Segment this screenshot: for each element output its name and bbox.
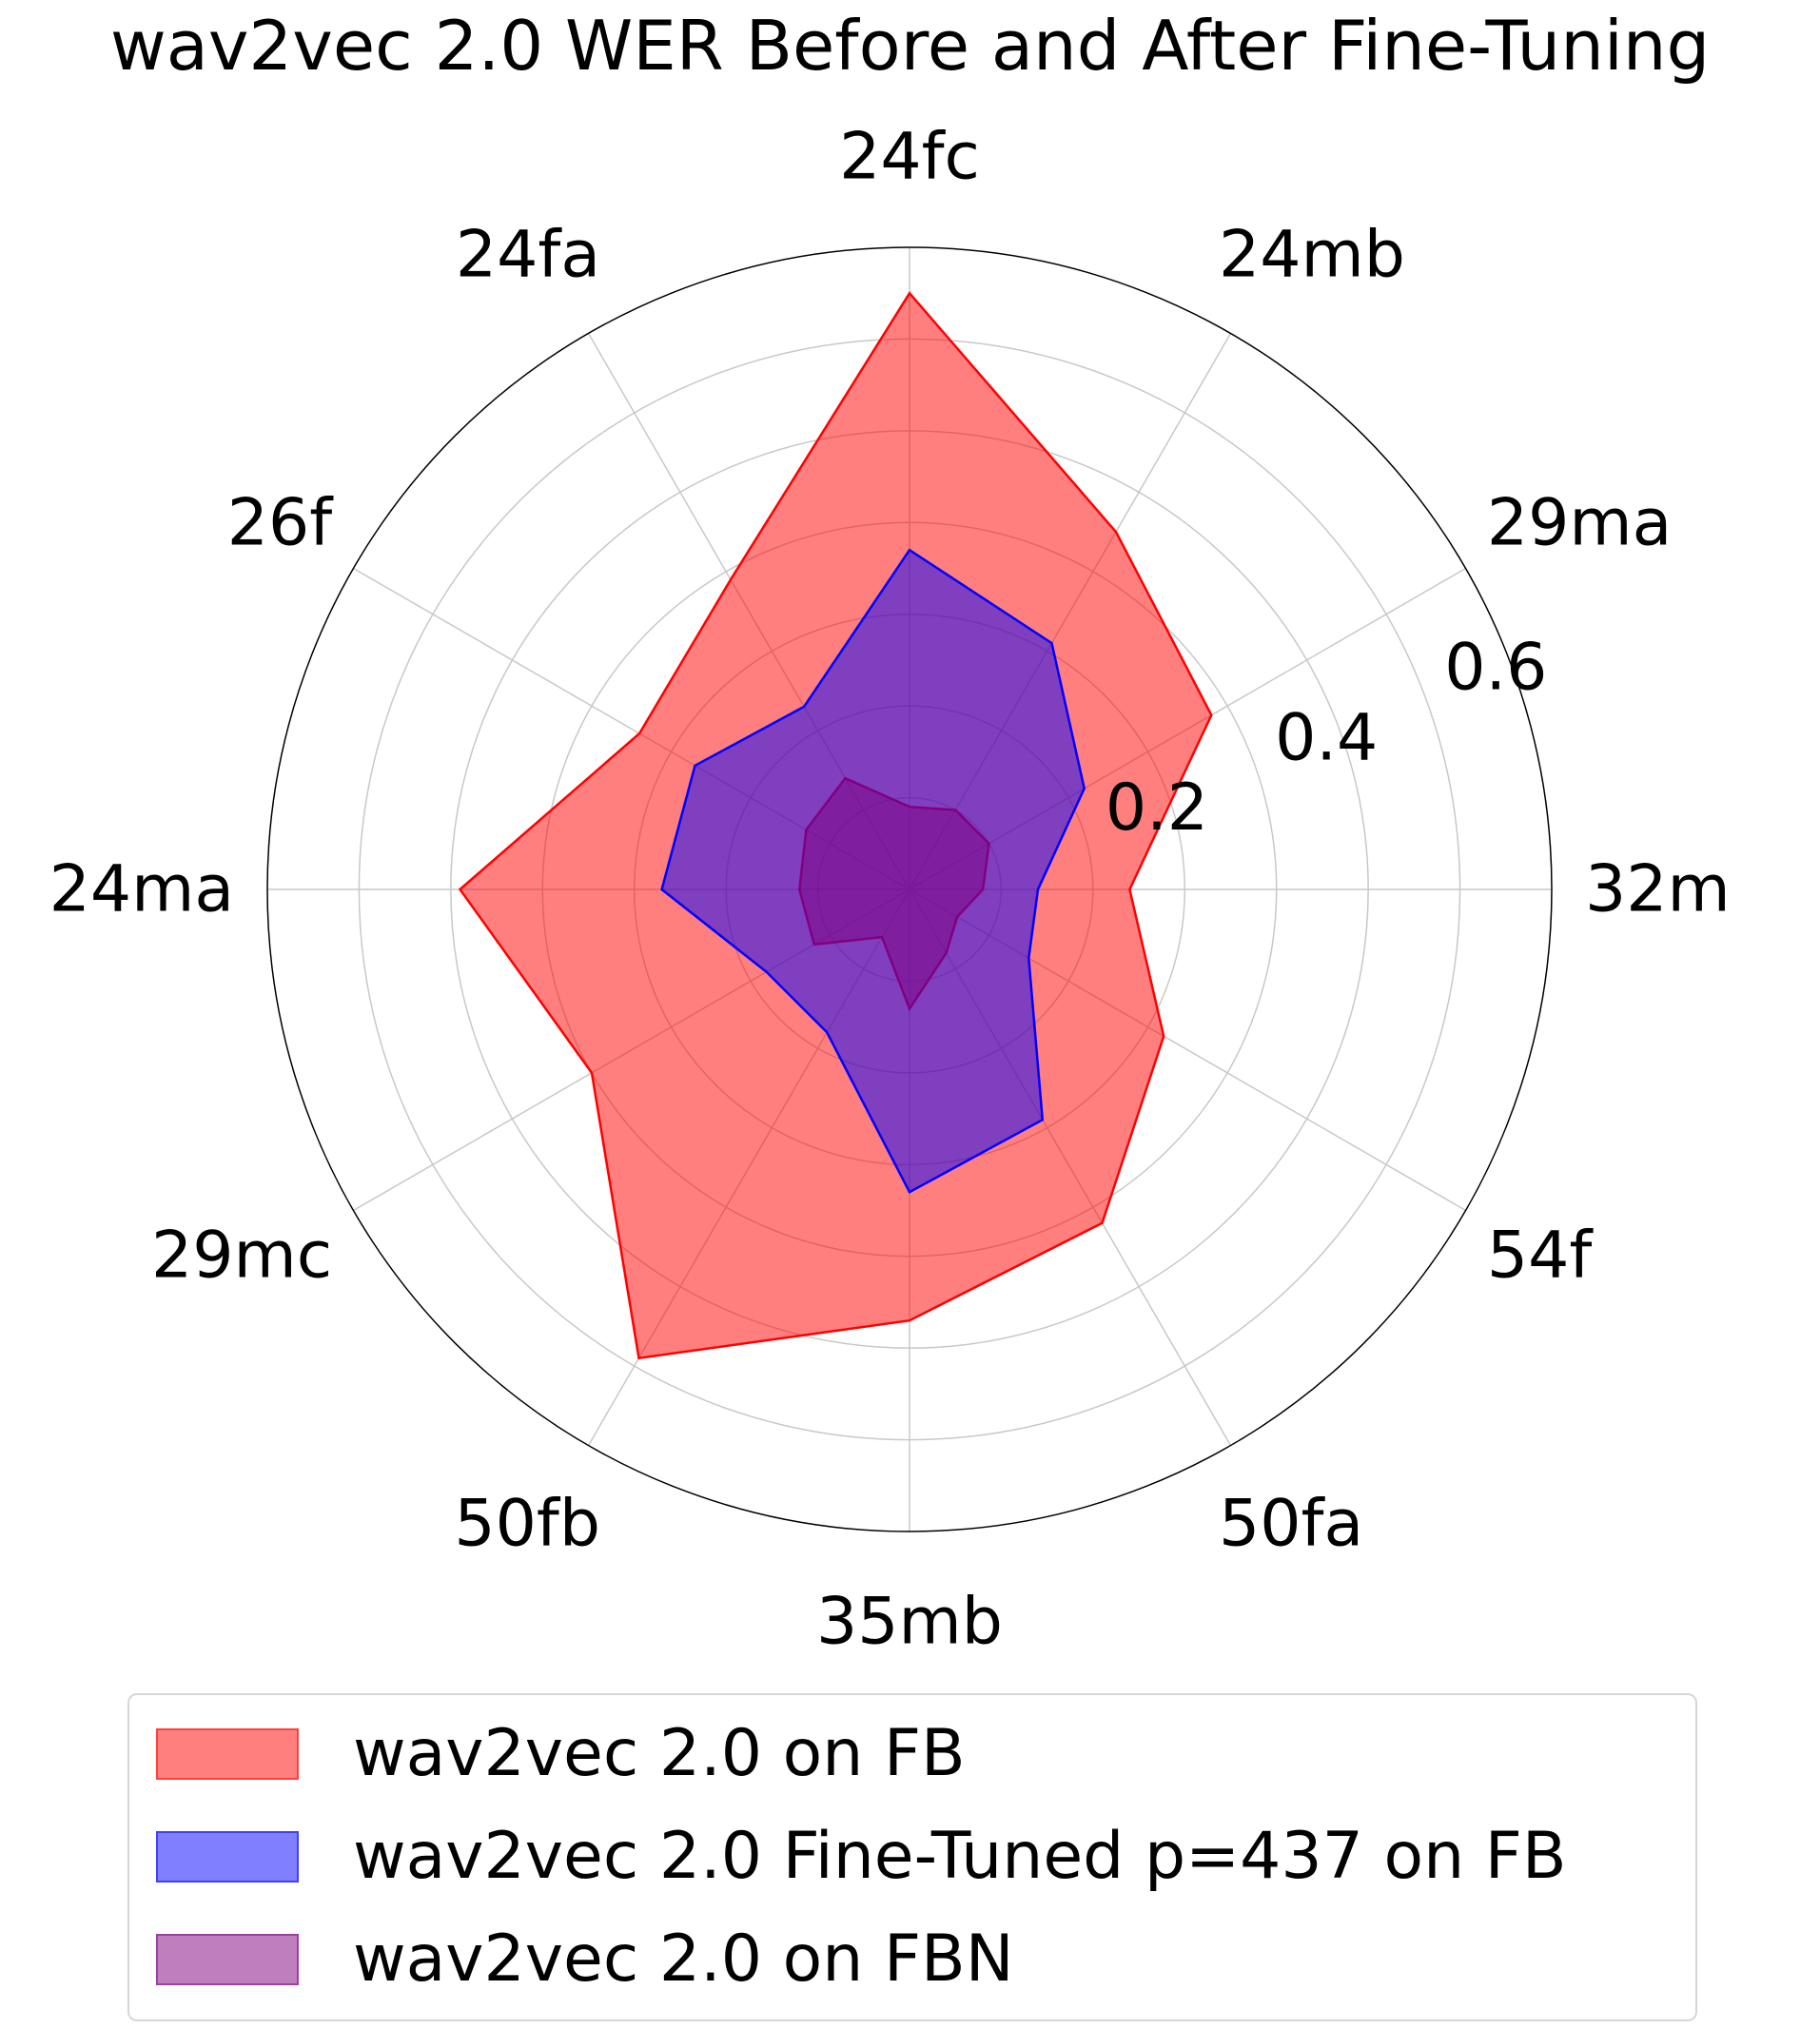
category-label: 26f [227,486,335,561]
legend-swatch-fbn [156,1934,299,1985]
category-label: 50fb [454,1486,600,1561]
series-polygon-2 [798,776,990,1012]
legend-swatch-fine-tuned [156,1831,299,1883]
category-label: 29ma [1487,486,1672,561]
legend-label-fbn: wav2vec 2.0 on FBN [353,1922,1014,1997]
legend-item-fine-tuned: wav2vec 2.0 Fine-Tuned p=437 on FB [129,1809,1695,1904]
legend-label-fine-tuned: wav2vec 2.0 Fine-Tuned p=437 on FB [353,1819,1567,1894]
legend-item-fbn: wav2vec 2.0 on FBN [129,1912,1695,2007]
radar-frame [266,246,1553,1532]
category-label: 54f [1487,1219,1595,1294]
radar-labels: 32m 29ma 24mb 24fc 24fa 26f 24ma 29mc 50fb 35mb 50… [49,120,1731,1660]
category-label: 50fa [1219,1486,1363,1561]
category-label: 29mc [151,1219,332,1294]
radial-tick-label: 0.4 [1275,700,1378,775]
category-label: 24ma [49,852,234,927]
legend: wav2vec 2.0 on FB wav2vec 2.0 Fine-Tuned… [127,1693,1697,2021]
radial-tick-label: 0.6 [1444,631,1547,706]
radar-chart: 32m 29ma 24mb 24fc 24fa 26f 24ma 29mc 50fb 35mb 50… [49,120,1731,1660]
radial-tick-label: 0.2 [1106,771,1208,846]
category-label: 24fc [839,120,980,195]
category-label: 35mb [816,1585,1003,1660]
chart-title: wav2vec 2.0 WER Before and After Fine-Tu… [109,6,1711,86]
category-label: 24mb [1219,218,1405,293]
legend-swatch-fb [156,1728,299,1780]
category-label: 24fa [456,218,600,293]
legend-label-fb: wav2vec 2.0 on FB [353,1716,966,1791]
radar-series [458,291,1213,1360]
category-label: 32m [1585,852,1731,927]
legend-item-fb: wav2vec 2.0 on FB [129,1707,1695,1802]
